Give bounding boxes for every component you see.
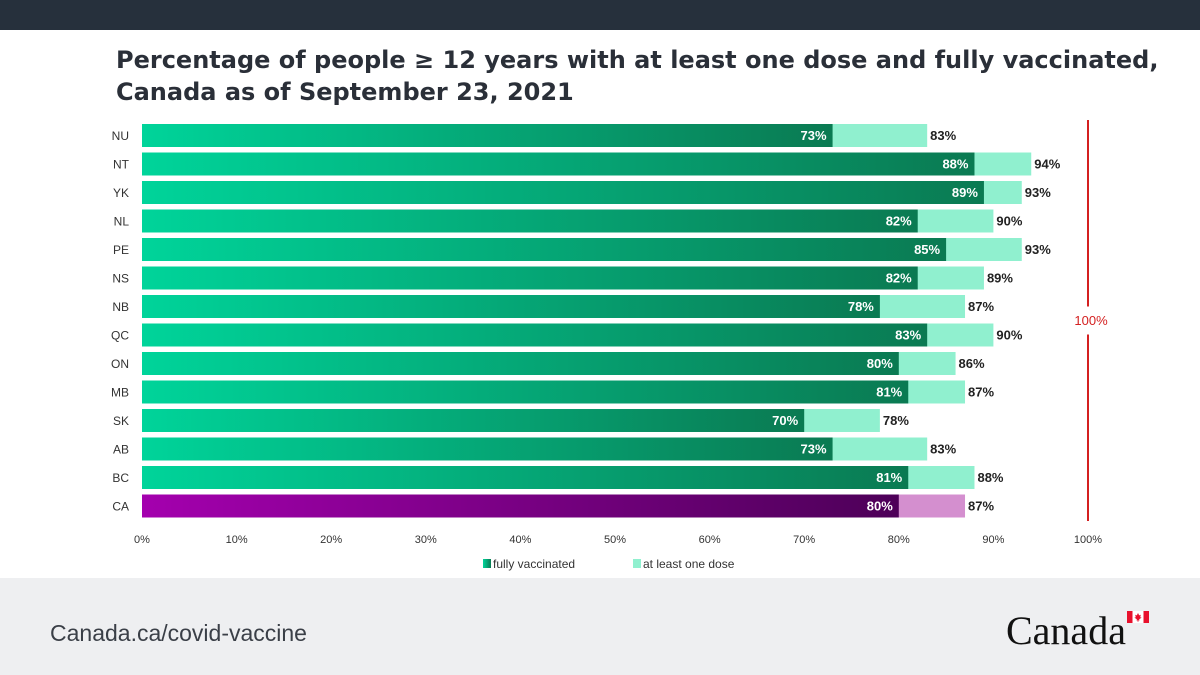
category-label: NS [112,272,129,286]
data-label-at-least-one-dose: 89% [987,271,1013,286]
legend-at-least-one-dose-swatch [633,559,641,568]
x-tick-label: 20% [320,534,342,546]
legend-fully-vaccinated-swatch [483,559,491,568]
footer-url-link[interactable]: Canada.ca/covid-vaccine [50,620,307,646]
data-label-at-least-one-dose: 83% [930,128,956,143]
data-label-at-least-one-dose: 86% [959,356,985,371]
x-tick-label: 10% [226,534,248,546]
bar-fully-vaccinated [142,380,909,404]
data-label-at-least-one-dose: 93% [1025,185,1051,200]
top-bar [0,0,1200,30]
data-label-fully-vaccinated: 80% [867,356,893,371]
bar-fully-vaccinated [142,409,805,432]
bar-fully-vaccinated [142,152,975,176]
bar-fully-vaccinated [142,266,918,290]
reference-line-label: 100% [1074,313,1108,328]
category-label: SK [113,414,129,428]
data-label-at-least-one-dose: 94% [1034,157,1060,172]
category-label: PE [113,243,129,257]
bar-fully-vaccinated [142,209,918,233]
data-label-fully-vaccinated: 89% [952,185,978,200]
data-label-at-least-one-dose: 78% [883,413,909,428]
legend-at-least-one-dose-label: at least one dose [643,557,735,571]
x-tick-label: 30% [415,534,437,546]
bar-fully-vaccinated [142,352,899,375]
canada-wordmark: Canada [1006,608,1126,653]
data-label-fully-vaccinated: 83% [895,328,921,343]
bar-fully-vaccinated [142,181,984,204]
data-label-fully-vaccinated: 78% [848,299,874,314]
x-tick-label: 100% [1074,534,1102,546]
data-label-fully-vaccinated: 81% [876,470,902,485]
chart-title-line-1: Percentage of people ≥ 12 years with at … [116,46,1159,74]
category-label: AB [113,443,129,457]
x-tick-label: 70% [793,534,815,546]
data-label-fully-vaccinated: 82% [886,271,912,286]
x-tick-label: 90% [982,534,1004,546]
data-label-fully-vaccinated: 82% [886,214,912,229]
category-label: MB [111,386,129,400]
chart-title-line-2: Canada as of September 23, 2021 [116,78,574,106]
canada-flag-icon [1127,611,1149,623]
data-label-fully-vaccinated: 73% [801,442,827,457]
data-label-at-least-one-dose: 87% [968,299,994,314]
category-label: NB [112,300,129,314]
bar-fully-vaccinated [142,295,880,318]
data-label-fully-vaccinated: 80% [867,499,893,514]
category-label: YK [113,186,129,200]
data-label-at-least-one-dose: 90% [996,214,1022,229]
x-tick-label: 0% [134,534,150,546]
legend-fully-vaccinated-label: fully vaccinated [493,557,575,571]
x-tick-label: 50% [604,534,626,546]
data-label-fully-vaccinated: 70% [772,413,798,428]
data-label-at-least-one-dose: 88% [977,470,1003,485]
chart-title: Percentage of people ≥ 12 years with at … [116,44,1166,108]
data-label-at-least-one-dose: 93% [1025,242,1051,257]
data-label-fully-vaccinated: 85% [914,242,940,257]
category-label: NT [113,158,130,172]
bar-fully-vaccinated [142,238,947,261]
x-tick-label: 40% [509,534,531,546]
category-label: QC [111,329,129,343]
data-label-at-least-one-dose: 87% [968,385,994,400]
footer: Canada.ca/covid-vaccine Canada [0,578,1200,675]
bar-fully-vaccinated [142,466,909,489]
data-label-fully-vaccinated: 81% [876,385,902,400]
category-label: CA [112,500,129,514]
bar-fully-vaccinated [142,437,833,461]
x-tick-label: 80% [888,534,910,546]
data-label-at-least-one-dose: 87% [968,499,994,514]
data-label-fully-vaccinated: 88% [942,157,968,172]
bar-fully-vaccinated [142,124,833,147]
bar-chart: NU 73% 83% NT 88% 94% YK 89% 93% NL 82% 90% PE 85% 93%… [111,120,1108,571]
bar-fully-vaccinated [142,494,899,518]
category-label: ON [111,357,129,371]
bar-fully-vaccinated [142,323,928,347]
category-label: NU [112,129,129,143]
x-tick-label: 60% [699,534,721,546]
data-label-at-least-one-dose: 90% [996,328,1022,343]
category-label: BC [112,471,129,485]
data-label-fully-vaccinated: 73% [801,128,827,143]
data-label-at-least-one-dose: 83% [930,442,956,457]
category-label: NL [114,215,130,229]
